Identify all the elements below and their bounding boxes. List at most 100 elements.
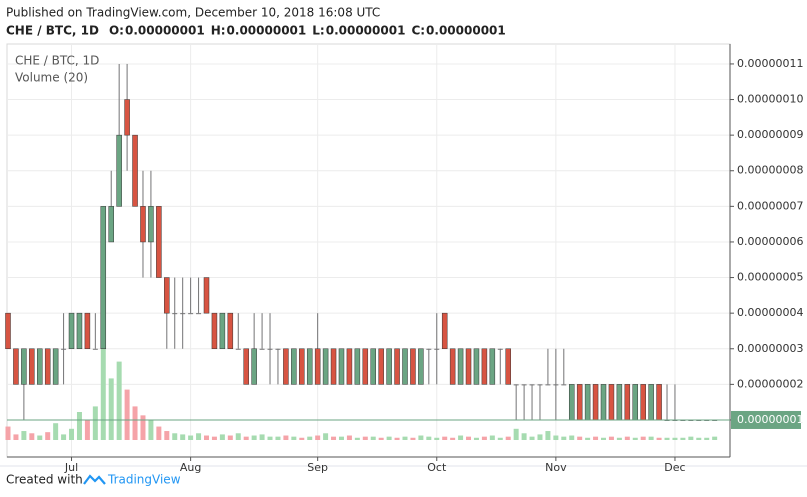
volume-bar bbox=[672, 437, 678, 440]
y-tick-label: 0.00000005 bbox=[737, 271, 803, 284]
volume-bar bbox=[569, 435, 575, 440]
candle-body bbox=[441, 312, 448, 350]
volume-bar bbox=[299, 437, 305, 440]
ohlc-value: 0.00000001 bbox=[125, 24, 205, 38]
volume-bar bbox=[227, 435, 233, 440]
y-tick-label: 0.00000004 bbox=[737, 306, 803, 319]
volume-bar bbox=[434, 437, 440, 440]
volume-bar bbox=[529, 436, 535, 440]
volume-bar bbox=[124, 389, 130, 440]
y-tick-label: 0.00000008 bbox=[737, 164, 803, 177]
volume-bar bbox=[418, 435, 424, 440]
candle-body bbox=[410, 348, 416, 385]
candle-body bbox=[449, 348, 456, 385]
volume-bar bbox=[370, 436, 376, 440]
candle-body bbox=[243, 348, 249, 385]
candle-body bbox=[322, 348, 329, 385]
candle-body bbox=[92, 348, 98, 350]
volume-bar bbox=[140, 415, 146, 440]
volume-bar bbox=[5, 426, 11, 440]
x-tick-label: Jul bbox=[64, 461, 78, 474]
ohlc-label: L: bbox=[312, 24, 324, 38]
candle-body bbox=[132, 134, 138, 207]
x-tick-label: Dec bbox=[664, 461, 685, 474]
candle-body bbox=[306, 348, 313, 385]
candle-body bbox=[164, 277, 170, 314]
volume-bar bbox=[378, 437, 384, 440]
candle-body bbox=[68, 312, 75, 350]
legend-symbol: CHE / BTC, 1D bbox=[15, 54, 99, 68]
candle-body bbox=[576, 384, 583, 421]
candle-body bbox=[584, 384, 591, 421]
candle-body bbox=[5, 312, 11, 350]
volume-bar bbox=[608, 436, 614, 440]
candle-body bbox=[61, 348, 67, 350]
volume-bar bbox=[196, 433, 202, 440]
candle-body bbox=[489, 348, 496, 385]
volume-bar bbox=[188, 435, 194, 440]
volume-bar bbox=[426, 436, 432, 440]
candle-body bbox=[37, 348, 43, 385]
volume-bar bbox=[53, 423, 59, 440]
candle-body bbox=[108, 206, 114, 243]
volume-bar bbox=[180, 434, 186, 440]
volume-bar bbox=[410, 437, 416, 440]
candle-body bbox=[148, 206, 154, 243]
candle-body bbox=[648, 384, 654, 421]
volume-bar bbox=[267, 436, 273, 440]
candle-body bbox=[227, 312, 234, 350]
candle-body bbox=[13, 348, 19, 385]
ohlc-value: 0.00000001 bbox=[227, 24, 307, 38]
published-note: Published on TradingView.com, December 1… bbox=[6, 6, 380, 20]
y-tick-label: 0.00000011 bbox=[737, 57, 803, 70]
volume-bar bbox=[21, 431, 27, 440]
candle-body bbox=[608, 384, 615, 421]
volume-bar bbox=[648, 436, 654, 440]
volume-bar bbox=[473, 437, 479, 440]
volume-bar bbox=[235, 433, 241, 440]
volume-bar bbox=[69, 428, 75, 440]
ohlc-label: O: bbox=[109, 24, 124, 38]
candle-body bbox=[346, 348, 353, 385]
volume-bar bbox=[132, 406, 138, 440]
volume-bar bbox=[323, 433, 329, 440]
candle-body bbox=[338, 348, 345, 385]
volume-bar bbox=[259, 434, 265, 440]
x-tick-label: Sep bbox=[307, 461, 328, 474]
last-price-label: 0.00000001 bbox=[737, 413, 803, 426]
volume-bar bbox=[331, 436, 337, 440]
legend-volume: Volume (20) bbox=[15, 71, 88, 85]
volume-bar bbox=[283, 435, 289, 440]
footer-brand[interactable]: TradingView bbox=[107, 473, 181, 487]
candle-body bbox=[29, 348, 35, 385]
candle-body bbox=[592, 384, 599, 421]
candle-body bbox=[44, 348, 51, 385]
volume-bar bbox=[211, 436, 217, 440]
volume-bar bbox=[84, 419, 90, 440]
candle-body bbox=[354, 348, 361, 385]
volume-bar bbox=[76, 412, 82, 440]
candle-body bbox=[362, 348, 369, 385]
volume-bar bbox=[561, 436, 567, 440]
y-tick-label: 0.00000010 bbox=[737, 93, 803, 106]
volume-bar bbox=[704, 437, 710, 440]
candle-body bbox=[188, 313, 194, 315]
candle-body bbox=[426, 348, 432, 350]
volume-bar bbox=[315, 435, 321, 440]
volume-bar bbox=[712, 436, 718, 440]
y-tick-label: 0.00000002 bbox=[737, 377, 803, 390]
x-tick-label: Aug bbox=[180, 461, 201, 474]
candle-body bbox=[330, 348, 337, 385]
ohlc-label: C: bbox=[411, 24, 425, 38]
candle-body bbox=[561, 384, 567, 386]
candle-body bbox=[418, 348, 424, 385]
ohlc-value: 0.00000001 bbox=[326, 24, 406, 38]
volume-bar bbox=[172, 433, 178, 440]
candle-body bbox=[219, 312, 226, 350]
volume-bar bbox=[362, 436, 368, 440]
candle-body bbox=[545, 384, 551, 386]
candle-body bbox=[656, 384, 662, 421]
volume-bar bbox=[275, 436, 281, 440]
footer-text: Created with bbox=[6, 473, 83, 487]
candle-body bbox=[434, 348, 440, 350]
